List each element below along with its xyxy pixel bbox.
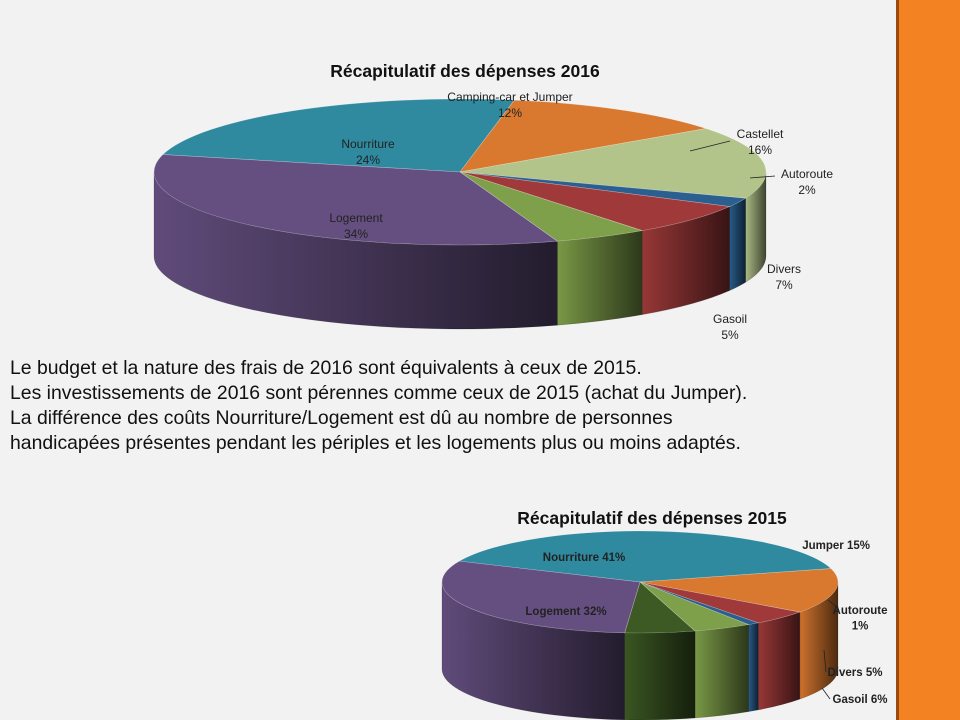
nourriture-slice xyxy=(162,98,515,173)
text-line-2: Les investissements de 2016 sont pérenne… xyxy=(10,382,748,404)
text-line-1: Le budget et la nature des frais de 2016… xyxy=(10,357,642,379)
autoroute-leader-line xyxy=(749,175,776,179)
camping-car-et-jumper-value-label: 12% xyxy=(498,106,522,120)
gasoil-category-label: Gasoil xyxy=(713,312,747,326)
orange-stripe-edge xyxy=(896,0,899,720)
castellet-slice xyxy=(459,128,767,199)
autoroute-category-label: Autoroute xyxy=(833,605,888,617)
orange-side-stripe xyxy=(899,0,960,720)
logement-value-label: 34% xyxy=(344,227,368,241)
divers-data-label: Divers 5% xyxy=(828,667,883,679)
chart-title: Récapitulatif des dépenses 2015 xyxy=(517,508,787,528)
gasoil-slice xyxy=(624,581,696,634)
gasoil-slice-side xyxy=(624,630,696,720)
text-line-3: La différence des coûts Nourriture/Logem… xyxy=(10,407,673,429)
autoroute-slice xyxy=(459,171,747,207)
logement-category-label: Logement xyxy=(329,211,383,225)
chart-title: Récapitulatif des dépenses 2016 xyxy=(330,61,600,81)
text-line-4: handicapées présentes pendant les péripl… xyxy=(10,432,741,454)
gasoil-data-label: Gasoil 6% xyxy=(833,694,888,706)
divers-category-label: Divers xyxy=(767,262,801,276)
divers-slice xyxy=(639,581,750,632)
logement-slice xyxy=(441,560,641,634)
nourriture-slice xyxy=(458,530,832,583)
jumper-data-label: Jumper 15% xyxy=(802,540,870,552)
logement-data-label: Logement 32% xyxy=(525,606,606,618)
autoroute-leader-line xyxy=(827,599,839,609)
divers-slice xyxy=(459,171,731,231)
autoroute-slice xyxy=(639,581,760,625)
body-text: Le budget et la nature des frais de 2016… xyxy=(10,356,890,456)
autoroute-value-label: 2% xyxy=(798,183,816,197)
castellet-leader-line xyxy=(689,140,731,152)
gasoil-slice xyxy=(459,171,643,242)
gasoil-value-label: 5% xyxy=(721,328,739,342)
autoroute-category-label: Autoroute xyxy=(781,167,833,181)
slice-2-slice-side xyxy=(758,611,801,711)
gasoil-leader-line xyxy=(821,687,831,700)
slice-2-slice xyxy=(639,581,802,624)
castellet-category-label: Castellet xyxy=(737,127,784,141)
nourriture-category-label: Nourriture xyxy=(341,137,395,151)
camping-car-et-jumper-category-label: Camping-car et Jumper xyxy=(447,90,572,104)
autoroute-slice-side xyxy=(748,622,759,712)
jumper-slice xyxy=(639,568,839,613)
divers-leader-line xyxy=(823,649,827,673)
divers-value-label: 7% xyxy=(775,278,793,292)
logement-slice xyxy=(153,154,559,246)
divers-slice-side xyxy=(694,624,749,719)
castellet-value-label: 16% xyxy=(748,143,772,157)
autoroute-value-label: 1% xyxy=(852,621,869,633)
nourriture-value-label: 24% xyxy=(356,153,380,167)
nourriture-data-label: Nourriture 41% xyxy=(543,552,625,564)
camping-car-et-jumper-slice xyxy=(459,99,706,173)
